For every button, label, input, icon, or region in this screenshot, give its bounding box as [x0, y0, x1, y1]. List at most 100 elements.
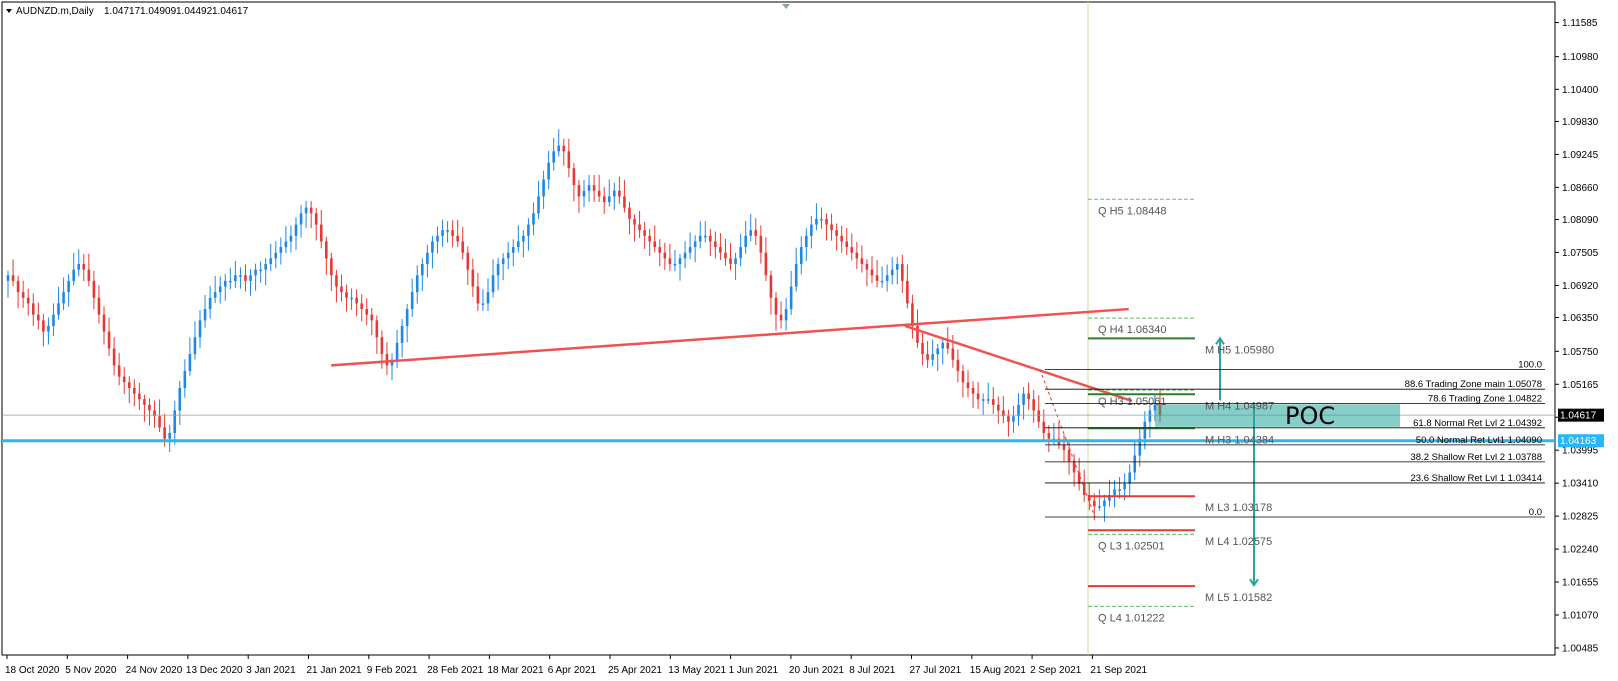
- bull-candle: [805, 235, 808, 248]
- date-tick-label: 21 Jan 2021: [307, 665, 362, 676]
- bear-candle: [774, 297, 778, 315]
- bear-candle: [456, 235, 459, 242]
- bull-candle: [198, 320, 202, 338]
- bull-candle: [936, 348, 939, 355]
- bull-candle: [52, 314, 55, 326]
- bull-candle: [517, 241, 520, 248]
- price-tick-label: 1.07505: [1562, 248, 1599, 259]
- bull-candle: [62, 292, 65, 304]
- bull-candle: [941, 342, 945, 349]
- bull-candle: [931, 354, 934, 360]
- rising-trendline: [331, 307, 1129, 367]
- bear-candle: [1087, 494, 1091, 501]
- bear-candle: [309, 207, 313, 214]
- bear-candle: [1062, 444, 1066, 450]
- bear-candle: [1007, 416, 1010, 422]
- bear-candle: [830, 224, 833, 231]
- bull-candle: [880, 280, 884, 283]
- bear-candle: [911, 303, 914, 326]
- price-tick-label: 1.10980: [1562, 52, 1599, 63]
- bull-candle: [582, 190, 586, 197]
- price-tick-label: 1.09830: [1562, 117, 1599, 128]
- bull-candle: [1138, 438, 1142, 456]
- high-value: 1.04909: [140, 6, 177, 17]
- bull-candle: [607, 196, 611, 203]
- pivot-label: M L5 1.01582: [1205, 592, 1272, 604]
- bull-candle: [501, 258, 505, 264]
- bear-candle: [592, 185, 596, 191]
- bull-candle: [522, 235, 525, 242]
- bear-candle: [951, 348, 955, 360]
- bear-candle: [956, 359, 960, 372]
- pivot-label: M H4 1.04987: [1205, 400, 1274, 412]
- bear-candle: [476, 286, 480, 304]
- pivot-label: Q L3 1.02501: [1098, 540, 1165, 552]
- bear-candle: [127, 382, 131, 388]
- price-tick-label: 1.05165: [1562, 380, 1599, 391]
- bull-candle: [264, 263, 267, 270]
- bull-candle: [304, 207, 308, 214]
- bear-candle: [375, 320, 379, 338]
- date-tick-label: 5 Nov 2020: [65, 665, 117, 676]
- bull-candle: [1108, 494, 1111, 501]
- bull-candle: [794, 263, 798, 287]
- bear-candle: [319, 224, 323, 242]
- plot-frame: [1, 1, 1556, 656]
- bull-candle: [446, 230, 449, 232]
- bear-candle: [1047, 433, 1051, 439]
- bull-candle: [426, 252, 429, 264]
- bull-candle: [1017, 404, 1020, 417]
- date-tick-label: 18 Mar 2021: [487, 665, 544, 676]
- pivot-label: M H3 1.04384: [1205, 434, 1274, 446]
- bull-candle: [72, 269, 75, 281]
- date-tick-label: 1 Jun 2021: [729, 665, 779, 676]
- bull-candle: [415, 275, 419, 293]
- bear-candle: [602, 196, 606, 203]
- bear-candle: [997, 404, 1000, 411]
- bear-candle: [107, 331, 111, 349]
- current-price-tag: 1.04617: [1558, 408, 1604, 422]
- price-tick-label: 1.01655: [1562, 578, 1599, 589]
- bear-candle: [158, 416, 161, 428]
- bear-candle: [365, 309, 369, 315]
- date-tick-label: 27 Jul 2021: [910, 665, 962, 676]
- dropdown-triangle-icon[interactable]: [6, 9, 12, 13]
- bear-candle: [966, 382, 970, 388]
- bear-candle: [11, 275, 15, 281]
- fib-label: 61.8 Normal Ret Lvl 2 1.04392: [1413, 418, 1542, 429]
- bear-candle: [865, 263, 869, 270]
- bull-candle: [885, 275, 889, 281]
- date-axis: 18 Oct 2020 5 Nov 2020 24 Nov 2020 13 Dec 2…: [5, 655, 1148, 676]
- price-tick-label: 1.01070: [1562, 610, 1599, 621]
- bear-candle: [1042, 421, 1046, 434]
- scroll-marker-icon[interactable]: [782, 4, 790, 9]
- bull-candle: [405, 309, 409, 326]
- bear-candle: [991, 399, 995, 405]
- close-value: 1.04617: [212, 6, 249, 17]
- bull-candle: [410, 292, 414, 310]
- bull-candle: [542, 179, 545, 197]
- bull-candle: [613, 190, 616, 197]
- bear-candle: [976, 393, 980, 400]
- date-tick-label: 2 Sep 2021: [1030, 665, 1082, 676]
- bear-candle: [21, 292, 25, 298]
- price-tick-label: 1.10400: [1562, 85, 1599, 96]
- bear-candle: [926, 354, 929, 360]
- bull-candle: [698, 235, 702, 242]
- bear-candle: [850, 247, 854, 253]
- bull-candle: [749, 230, 753, 236]
- bull-candle: [688, 247, 692, 253]
- symbol-label: AUDNZD.m,Daily: [16, 6, 94, 17]
- bull-candle: [183, 371, 187, 388]
- current-price-text: 1.04617: [1560, 411, 1597, 422]
- bull-candle: [395, 342, 399, 360]
- bull-candle: [47, 325, 50, 332]
- bull-candle: [229, 280, 232, 283]
- bull-candle: [693, 241, 697, 248]
- bear-candle: [764, 252, 768, 276]
- bear-candle: [153, 410, 156, 417]
- bear-candle: [138, 393, 141, 400]
- bear-candle: [648, 235, 651, 242]
